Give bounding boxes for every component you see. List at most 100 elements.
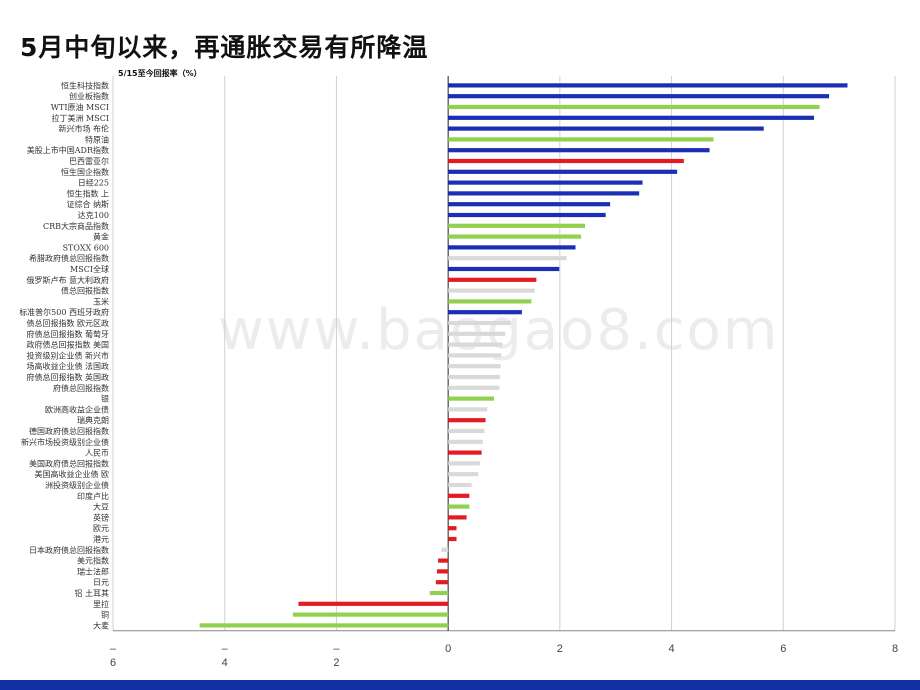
bar-17: [448, 266, 560, 272]
category-label-5: 特原油: [85, 134, 109, 144]
bar-1: [448, 94, 830, 99]
bar-14: [448, 234, 582, 239]
bar-15: [448, 245, 576, 250]
bar-33: [448, 439, 483, 444]
category-label-44: 美元指数: [77, 556, 109, 566]
category-label-3: 拉丁美洲 MSCI: [52, 113, 110, 123]
bar-22: [448, 320, 511, 326]
category-label-21: 标准普尔500 西班牙政府: [19, 307, 109, 317]
category-label-38: 印度卢比: [77, 491, 109, 501]
category-label-43: 日本政府债总回报指数: [29, 545, 109, 555]
bar-44: [438, 558, 449, 563]
category-label-40: 英镑: [93, 512, 109, 522]
category-label-47: 铝 土耳其: [74, 588, 109, 598]
category-label-27: 府债总回报指数 英国政: [26, 372, 109, 382]
category-label-8: 恒生国企指数: [61, 167, 109, 177]
category-label-19: 债总回报指数: [61, 286, 109, 296]
x-tick-label-7: 8: [892, 643, 898, 655]
category-label-48: 里拉: [93, 599, 109, 609]
category-label-6: 美股上市中国ADR指数: [27, 145, 109, 155]
category-label-10: 恒生指数 上: [66, 188, 109, 198]
page-title: 5月中旬以来，再通胀交易有所降温: [20, 33, 429, 62]
bar-9: [448, 180, 643, 185]
bar-18: [448, 277, 537, 282]
bar-38: [448, 493, 470, 498]
category-label-22: 债总回报指数 欧元区政: [26, 318, 109, 328]
category-label-23: 府债总回报指数 葡萄牙: [26, 329, 109, 339]
bar-28: [448, 385, 500, 390]
category-label-14: 黄金: [93, 232, 109, 242]
bar-25: [448, 353, 502, 358]
bar-10: [448, 191, 640, 196]
bar-47: [429, 590, 449, 596]
bar-31: [448, 418, 486, 423]
bar-48: [298, 601, 449, 606]
category-label-41: 欧元: [93, 523, 109, 533]
category-label-28: 府债总回报指数: [53, 383, 109, 393]
bar-29: [448, 396, 494, 401]
bar-5: [448, 137, 714, 142]
bar-37: [448, 482, 472, 488]
bar-32: [448, 428, 485, 434]
bar-8: [448, 169, 678, 174]
category-label-31: 瑞典克朗: [77, 415, 109, 425]
bar-19: [448, 288, 535, 293]
category-label-34: 人民币: [85, 449, 109, 458]
bar-34: [448, 450, 482, 455]
bar-30: [448, 407, 488, 412]
x-tick-label-5: 4: [669, 643, 675, 655]
bar-50: [199, 623, 449, 628]
bar-0: [448, 83, 848, 88]
category-label-32: 德国政府债总回报指数: [29, 426, 109, 436]
bar-49: [292, 612, 449, 617]
category-label-46: 日元: [93, 578, 109, 587]
bar-12: [448, 212, 606, 218]
x-tick-label-4: 2: [557, 643, 563, 655]
category-label-4: 新兴市场 布伦: [58, 124, 109, 134]
category-label-25: 投资级别企业债 新兴市: [26, 350, 109, 360]
category-label-15: STOXX 600: [63, 243, 109, 252]
bar-43: [441, 547, 449, 552]
bar-26: [448, 364, 501, 369]
footer-bar: [0, 680, 920, 690]
category-label-29: 银: [101, 394, 109, 404]
bar-35: [448, 461, 480, 466]
category-label-36: 美国高收益企业债 欧: [34, 469, 109, 479]
category-label-2: WTI原油 MSCI: [51, 102, 109, 112]
category-label-1: 创业板指数: [69, 91, 109, 101]
bar-20: [448, 299, 532, 304]
category-label-17: MSCI全球: [70, 264, 109, 274]
category-label-12: 达克100: [78, 210, 109, 220]
bar-27: [448, 374, 501, 380]
bar-40: [448, 515, 467, 520]
bar-36: [448, 472, 479, 477]
bar-16: [448, 256, 567, 261]
chart-subtitle: 5/15至今回报率（%）: [118, 68, 202, 78]
bar-41: [448, 526, 457, 531]
bar-4: [448, 126, 764, 131]
category-label-30: 欧洲高收益企业债: [45, 404, 109, 414]
category-label-50: 大麦: [93, 620, 109, 630]
bar-46: [435, 580, 449, 585]
category-label-49: 铜: [101, 610, 109, 620]
category-label-13: CRB大宗商品指数: [43, 221, 109, 231]
x-tick-label-3: 0: [445, 643, 451, 655]
bar-21: [448, 310, 522, 315]
category-label-20: 玉米: [93, 296, 109, 306]
category-label-45: 瑞士法郎: [77, 566, 109, 576]
x-tick-label-1: –4: [222, 643, 229, 669]
category-label-37: 洲投资级别企业债: [45, 480, 109, 490]
category-label-24: 政府债总回报指数 美国: [26, 340, 109, 350]
bar-23: [448, 331, 506, 336]
bar-7: [448, 158, 684, 164]
x-tick-labels: –6 – 4 – 2 0 2 4 6 8: [110, 643, 898, 669]
bar-11: [448, 202, 611, 207]
category-label-42: 港元: [93, 534, 109, 544]
bar-45: [436, 569, 449, 574]
category-label-7: 巴西雷亚尔: [69, 156, 109, 166]
grid-lines: [112, 76, 896, 632]
x-tick-label-6: 6: [780, 643, 786, 655]
bar-3: [448, 115, 815, 120]
